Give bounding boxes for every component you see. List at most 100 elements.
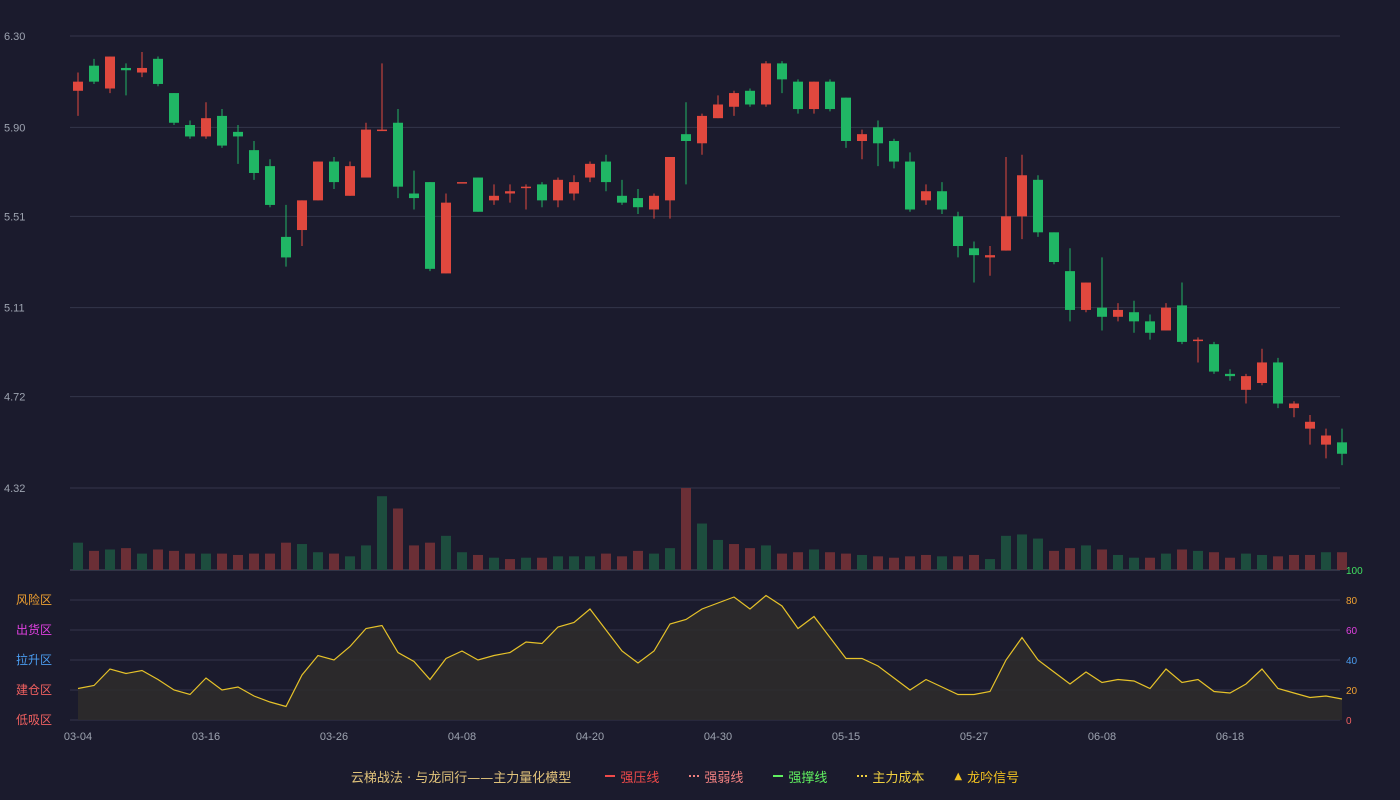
volume-bar — [281, 542, 291, 570]
candle-body — [681, 134, 691, 142]
volume-bar — [521, 557, 531, 570]
candle-body — [1225, 373, 1235, 377]
volume-bar — [89, 550, 99, 570]
volume-bar — [361, 545, 371, 570]
legend-item[interactable]: 强压线 — [605, 767, 659, 786]
legend-item[interactable]: 强撑线 — [773, 767, 827, 786]
candle-body — [617, 195, 627, 203]
candle-body — [697, 115, 707, 144]
candle-body — [153, 58, 163, 84]
candle-body — [825, 81, 835, 110]
volume-bar — [633, 550, 643, 570]
candle-body — [857, 134, 867, 142]
indicator-tick-label: 60 — [1346, 626, 1358, 637]
candle-body — [713, 104, 723, 119]
candle-body — [1177, 305, 1187, 342]
indicator-line — [77, 594, 1343, 708]
x-tick-label: 03-26 — [320, 731, 348, 743]
volume-bar — [1097, 549, 1107, 570]
volume-bar — [1033, 538, 1043, 570]
legend-item[interactable]: 强弱线 — [689, 767, 743, 786]
candle-body — [361, 129, 371, 178]
zone-label: 风险区 — [16, 592, 52, 607]
volume-bar — [793, 552, 803, 570]
volume-bar — [1289, 554, 1299, 570]
zone-label: 低吸区 — [16, 713, 52, 727]
candle-body — [329, 161, 339, 183]
volume-bar — [201, 553, 211, 570]
candle-body — [601, 161, 611, 183]
volume-bar — [1113, 554, 1123, 570]
candle-body — [1273, 362, 1283, 404]
volume-bar — [889, 557, 899, 570]
candle-body — [1337, 442, 1347, 454]
volume-bar — [1193, 550, 1203, 570]
candle-body — [457, 182, 467, 184]
y-tick-label: 4.32 — [4, 483, 25, 495]
volume-bar — [1321, 552, 1331, 570]
volume-bar — [553, 556, 563, 570]
y-tick-label: 4.72 — [4, 392, 25, 404]
volume-bar — [537, 557, 547, 570]
candle-body — [905, 161, 915, 210]
legend-item[interactable]: ▲ 龙吟信号 — [954, 767, 1019, 786]
volume-bar — [297, 544, 307, 570]
indicator-tick-label: 80 — [1346, 596, 1358, 607]
volume-bar — [745, 548, 755, 570]
legend-item-label: 强压线 — [620, 770, 660, 786]
volume-bar — [1001, 535, 1011, 570]
candle-body — [1017, 175, 1027, 217]
candle-body — [217, 115, 227, 146]
volume-bar — [969, 554, 979, 570]
volume-bar — [329, 553, 339, 570]
candle-body — [265, 166, 275, 205]
volume-bar — [473, 554, 483, 570]
volume-bar — [217, 553, 227, 570]
candle-body — [233, 131, 243, 137]
volume-bar — [265, 553, 275, 570]
candle-body — [921, 191, 931, 201]
volume-bar — [921, 554, 931, 570]
candle-body — [1065, 271, 1075, 310]
candle-body — [1305, 421, 1315, 429]
volume-bars — [70, 488, 1347, 571]
candle-body — [249, 150, 259, 173]
x-tick-label: 06-08 — [1088, 731, 1116, 743]
candle-body — [809, 81, 819, 110]
volume-bar — [569, 556, 579, 570]
candle-body — [313, 161, 323, 201]
candle-body — [1257, 362, 1267, 383]
candle-body — [169, 93, 179, 123]
candle-body — [137, 67, 147, 73]
price-axis: 6.30 5.90 5.51 5.11 4.72 4.32 — [4, 31, 25, 495]
triangle-icon: ▲ — [954, 770, 963, 782]
line-swatch-icon — [689, 775, 700, 777]
volume-bar — [121, 548, 131, 570]
volume-bar — [425, 542, 435, 570]
volume-bar — [393, 508, 403, 570]
volume-bar — [937, 556, 947, 570]
legend-item[interactable]: 主力成本 — [857, 767, 924, 786]
volume-bar — [1129, 557, 1139, 570]
candle-body — [665, 156, 675, 201]
line-swatch-icon — [857, 775, 868, 777]
candle-body — [1209, 344, 1219, 372]
candle-body — [473, 177, 483, 212]
y-tick-label: 5.11 — [4, 303, 25, 315]
volume-bar — [1257, 554, 1267, 570]
candle-body — [793, 81, 803, 110]
indicator-fill — [78, 595, 1342, 720]
volume-bar — [105, 549, 115, 570]
candle-body — [1145, 321, 1155, 333]
volume-bar — [825, 552, 835, 570]
volume-bar — [649, 553, 659, 570]
volume-bar — [489, 557, 499, 570]
volume-bar — [73, 542, 83, 570]
volume-bar — [841, 553, 851, 570]
x-tick-label: 03-16 — [192, 731, 220, 743]
candle-body — [105, 56, 115, 89]
candle-body — [1001, 216, 1011, 251]
volume-bar — [681, 488, 691, 570]
